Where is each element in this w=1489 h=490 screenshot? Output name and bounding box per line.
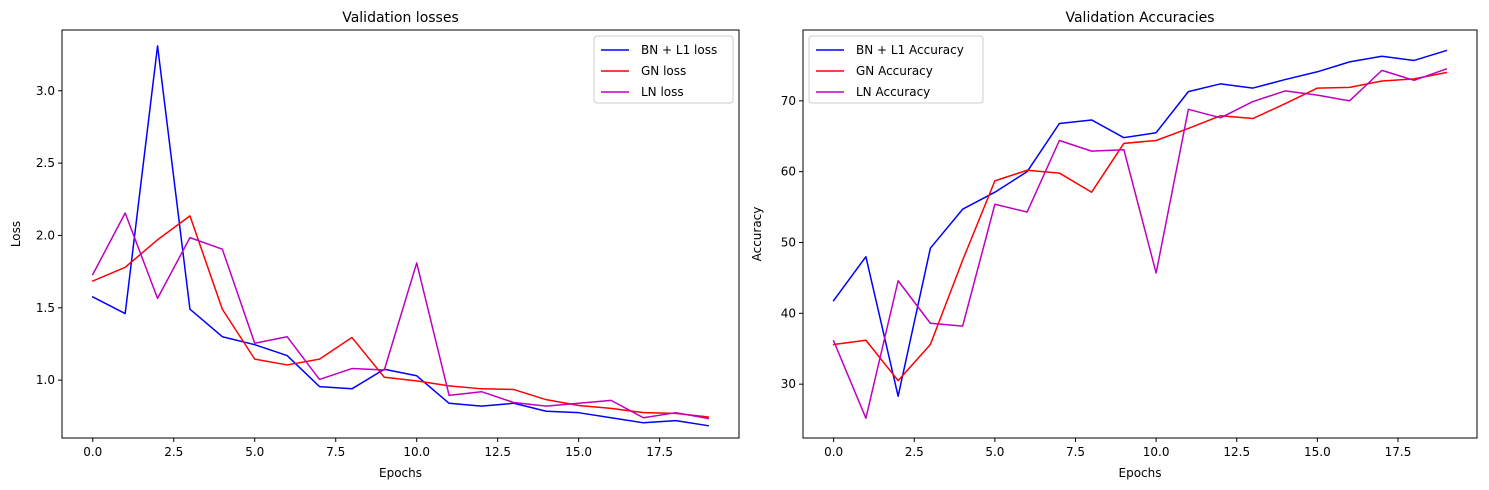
accuracy-chart-y-axis-label: Accuracy: [750, 207, 764, 262]
accuracy-chart-x-tick-label: 10.0: [1143, 445, 1170, 459]
legend-label: BN + L1 loss: [641, 43, 717, 57]
legend-label: GN Accuracy: [856, 64, 933, 78]
legend-entry-gn-loss: GN loss: [601, 64, 686, 78]
accuracy-chart-x-tick-label: 12.5: [1223, 445, 1250, 459]
legend-label: BN + L1 Accuracy: [856, 43, 964, 57]
accuracy-chart-y-tick-label: 60: [781, 165, 796, 179]
accuracy-chart-x-tick-label: 7.5: [1066, 445, 1085, 459]
loss-chart-x-tick-label: 10.0: [403, 445, 430, 459]
accuracy-chart-x-tick-label: 17.5: [1385, 445, 1412, 459]
series-line-bn-l1-loss: [91, 45, 710, 427]
legend-entry-gn-accuracy: GN Accuracy: [816, 64, 933, 78]
series-line-bn-l1-accuracy: [832, 49, 1448, 397]
accuracy-chart-y-tick-label: 40: [781, 306, 796, 320]
legend-entry-bn-l1-accuracy: BN + L1 Accuracy: [816, 43, 964, 57]
loss-chart-y-tick-label: 1.5: [36, 301, 55, 315]
loss-chart-y-axis-label: Loss: [9, 221, 23, 247]
loss-chart-y-tick-label: 2.5: [36, 156, 55, 170]
accuracy-chart: Validation Accuracies 0.0 2.5 5.0 7.5 10.0 12…: [750, 10, 1478, 480]
accuracy-chart-x-axis-label: Epochs: [1119, 466, 1162, 480]
accuracy-chart-y-tick-label: 30: [781, 377, 796, 391]
legend-entry-bn-l1-loss: BN + L1 loss: [601, 43, 717, 57]
accuracy-chart-y-tick-label: 50: [781, 236, 796, 250]
loss-chart-x-tick-label: 0.0: [83, 445, 102, 459]
accuracy-chart-x-tick-label: 15.0: [1304, 445, 1331, 459]
loss-chart-title: Validation losses: [342, 10, 459, 26]
legend-label: GN loss: [641, 64, 686, 78]
series-line-ln-accuracy: [832, 68, 1448, 419]
loss-chart: Validation losses 0.0 2.5 5.0 7.5 10.0 12.5 15…: [9, 10, 740, 480]
loss-chart-x-tick-label: 7.5: [326, 445, 345, 459]
accuracy-chart-legend: BN + L1 Accuracy GN Accuracy LN Accuracy: [808, 35, 984, 104]
loss-chart-x-tick-label: 2.5: [164, 445, 183, 459]
loss-chart-x-tick-label: 15.0: [565, 445, 592, 459]
series-line-ln-loss: [91, 212, 710, 420]
series-line-gn-accuracy: [832, 71, 1448, 382]
loss-chart-x-tick-label: 5.0: [245, 445, 264, 459]
accuracy-chart-axes-frame: [802, 29, 1478, 439]
accuracy-chart-x-tick-label: 2.5: [905, 445, 924, 459]
accuracy-chart-y-tick-label: 70: [781, 94, 796, 108]
loss-chart-y-tick-label: 2.0: [36, 228, 55, 242]
loss-chart-x-axis-label: Epochs: [379, 466, 422, 480]
legend-entry-ln-loss: LN loss: [601, 85, 684, 99]
accuracy-chart-x-tick-label: 0.0: [824, 445, 843, 459]
series-line-gn-loss: [91, 215, 710, 418]
loss-chart-y-tick-label: 1.0: [36, 373, 55, 387]
accuracy-chart-title: Validation Accuracies: [1065, 10, 1214, 26]
loss-chart-axes-frame: [61, 29, 740, 439]
loss-chart-y-tick-label: 3.0: [36, 84, 55, 98]
loss-chart-x-tick-label: 17.5: [646, 445, 673, 459]
loss-chart-x-tick-label: 12.5: [484, 445, 511, 459]
accuracy-chart-x-tick-label: 5.0: [985, 445, 1004, 459]
loss-chart-legend: BN + L1 loss GN loss LN loss: [593, 35, 734, 104]
legend-entry-ln-accuracy: LN Accuracy: [816, 85, 930, 99]
legend-label: LN Accuracy: [856, 85, 930, 99]
legend-label: LN loss: [641, 85, 684, 99]
